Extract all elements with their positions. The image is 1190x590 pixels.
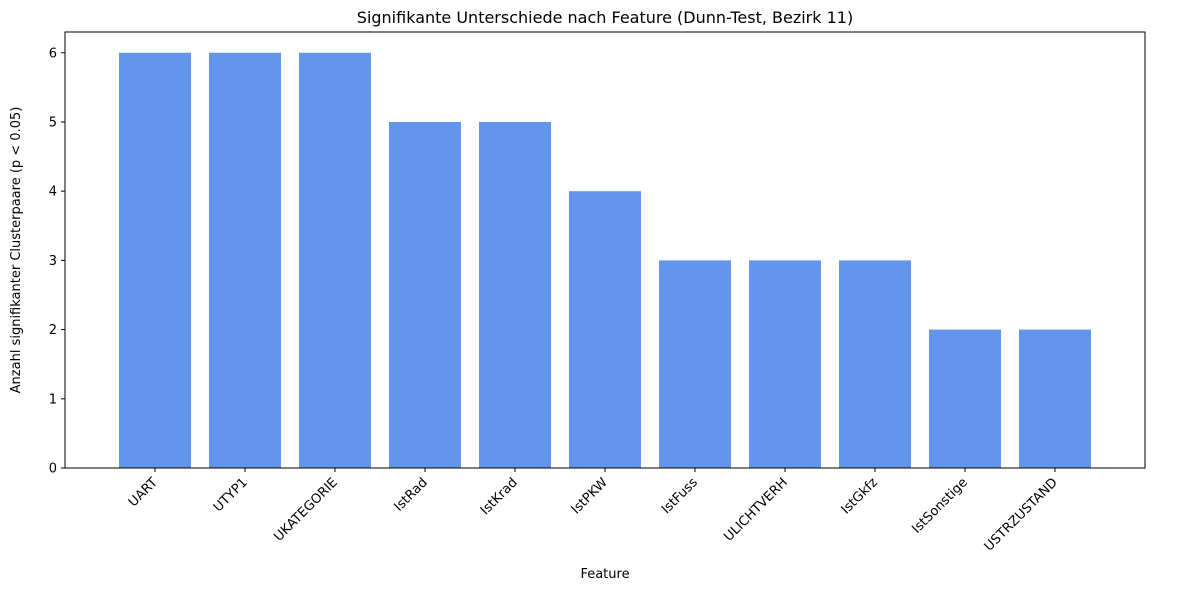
x-tick-label: IstPKW: [569, 475, 611, 517]
x-tick-label: IstGkfz: [839, 475, 881, 517]
bar-istfuss: [659, 260, 731, 468]
bar-istgkfz: [839, 260, 911, 468]
x-tick-label: ULICHTVERH: [721, 475, 791, 545]
y-axis-title: Anzahl signifikanter Clusterpaare (p < 0…: [9, 107, 24, 394]
bar-ulichtverh: [749, 260, 821, 468]
x-tick-label: UART: [126, 475, 161, 510]
y-tick-label: 4: [49, 185, 57, 200]
y-tick-label: 0: [49, 462, 57, 477]
x-axis-title: Feature: [580, 567, 629, 582]
chart-title: Signifikante Unterschiede nach Feature (…: [357, 8, 853, 27]
x-tick-label: USTRZUSTAND: [982, 475, 1061, 554]
bar-ukategorie: [299, 52, 371, 469]
bar-ustrzustand: [1019, 329, 1091, 468]
bar-istsonstige: [929, 329, 1001, 468]
bar-uart: [119, 52, 191, 469]
bar-istpkw: [569, 191, 641, 468]
bar-istkrad: [479, 121, 551, 468]
y-tick-label: 2: [49, 323, 57, 338]
y-tick-label: 6: [49, 46, 57, 61]
bar-utyp1: [209, 52, 281, 469]
x-tick-label: IstKrad: [478, 475, 521, 518]
bar-istrad: [389, 121, 461, 468]
y-tick-label: 5: [49, 115, 57, 130]
x-axis: UART UTYP1 UKATEGORIE IstRad IstKrad IstPKW Is…: [126, 468, 1061, 554]
x-tick-label: UTYP1: [211, 475, 251, 515]
y-tick-label: 1: [49, 392, 57, 407]
x-tick-label: IstSonstige: [909, 475, 970, 536]
bars-group: [119, 52, 1091, 469]
plot-frame: [64, 31, 1146, 469]
x-tick-label: UKATEGORIE: [271, 475, 340, 544]
y-tick-label: 3: [49, 254, 57, 269]
x-tick-label: IstFuss: [659, 475, 701, 517]
x-tick-label: IstRad: [391, 475, 430, 514]
y-axis: 0 1 2 3 4 5 6: [49, 46, 65, 477]
